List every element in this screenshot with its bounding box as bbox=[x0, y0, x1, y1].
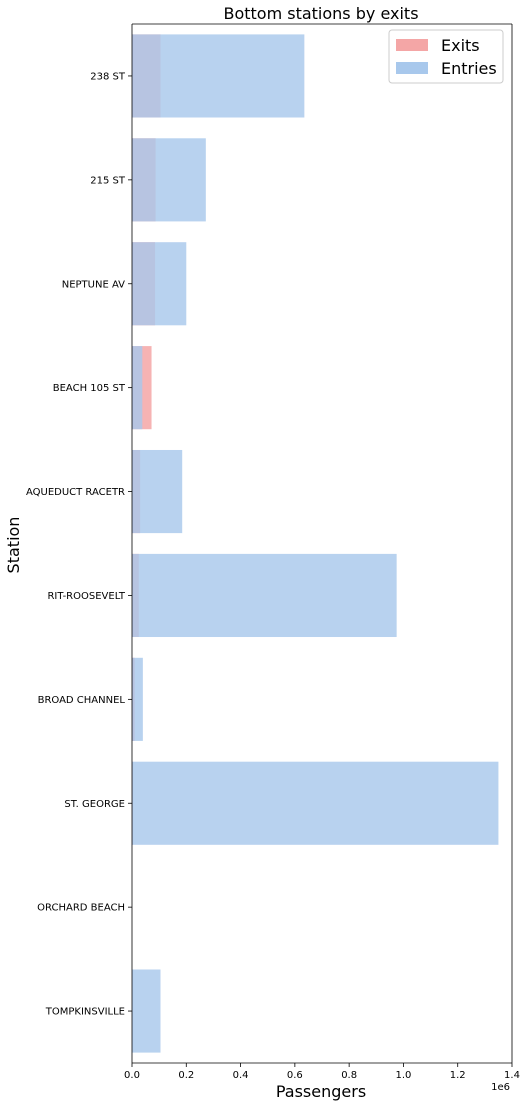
bars-group bbox=[132, 34, 499, 1053]
y-tick-label: ST. GEORGE bbox=[64, 799, 125, 810]
x-tick-label: 0.6 bbox=[287, 1070, 303, 1081]
y-tick-label: AQUEDUCT RACETR bbox=[26, 487, 125, 498]
legend: Exits Entries bbox=[388, 29, 504, 84]
x-tick-label: 1.0 bbox=[395, 1070, 411, 1081]
legend-swatch-exits bbox=[396, 39, 428, 51]
x-tick-label: 0.0 bbox=[124, 1070, 140, 1081]
bar-entries-2 bbox=[132, 242, 187, 326]
y-tick-label: BEACH 105 ST bbox=[53, 383, 126, 394]
bar-entries-0 bbox=[132, 34, 305, 118]
bar-entries-5 bbox=[132, 553, 397, 638]
bar-entries-3 bbox=[132, 346, 143, 430]
y-tick-label: RIT-ROOSEVELT bbox=[47, 591, 125, 602]
bar-entries-1 bbox=[132, 138, 206, 222]
legend-label-entries: Entries bbox=[441, 59, 497, 78]
y-tick-label: ORCHARD BEACH bbox=[37, 903, 125, 914]
x-tick-labels: 0.0 0.2 0.4 0.6 0.8 1.0 1.2 1.4 bbox=[124, 1070, 520, 1081]
x-tick-label: 1.4 bbox=[504, 1070, 520, 1081]
bar-entries-9 bbox=[132, 969, 161, 1053]
x-tick-label: 0.2 bbox=[178, 1070, 194, 1081]
y-tick-label: 238 ST bbox=[90, 71, 126, 82]
y-tick-label: NEPTUNE AV bbox=[62, 279, 125, 290]
bar-entries-7 bbox=[132, 761, 499, 845]
chart-title: Bottom stations by exits bbox=[223, 4, 418, 23]
y-tick-label: 215 ST bbox=[90, 175, 126, 186]
x-axis-label: Passengers bbox=[276, 1082, 366, 1101]
legend-label-exits: Exits bbox=[441, 36, 480, 55]
x-tick-label: 0.4 bbox=[233, 1070, 249, 1081]
bar-entries-6 bbox=[132, 657, 143, 741]
y-axis-label: Station bbox=[4, 517, 23, 574]
axes-group bbox=[128, 23, 513, 1067]
x-tick-label: 0.8 bbox=[341, 1070, 357, 1081]
bar-entries-4 bbox=[132, 449, 183, 534]
y-tick-labels: 238 ST 215 ST NEPTUNE AV BEACH 105 ST AQUEDU… bbox=[26, 71, 126, 1017]
y-tick-label: TOMPKINSVILLE bbox=[45, 1007, 125, 1018]
x-offset-label: 1e6 bbox=[491, 1082, 510, 1093]
y-tick-label: BROAD CHANNEL bbox=[38, 695, 126, 706]
x-tick-label: 1.2 bbox=[450, 1070, 466, 1081]
legend-swatch-entries bbox=[396, 62, 428, 74]
